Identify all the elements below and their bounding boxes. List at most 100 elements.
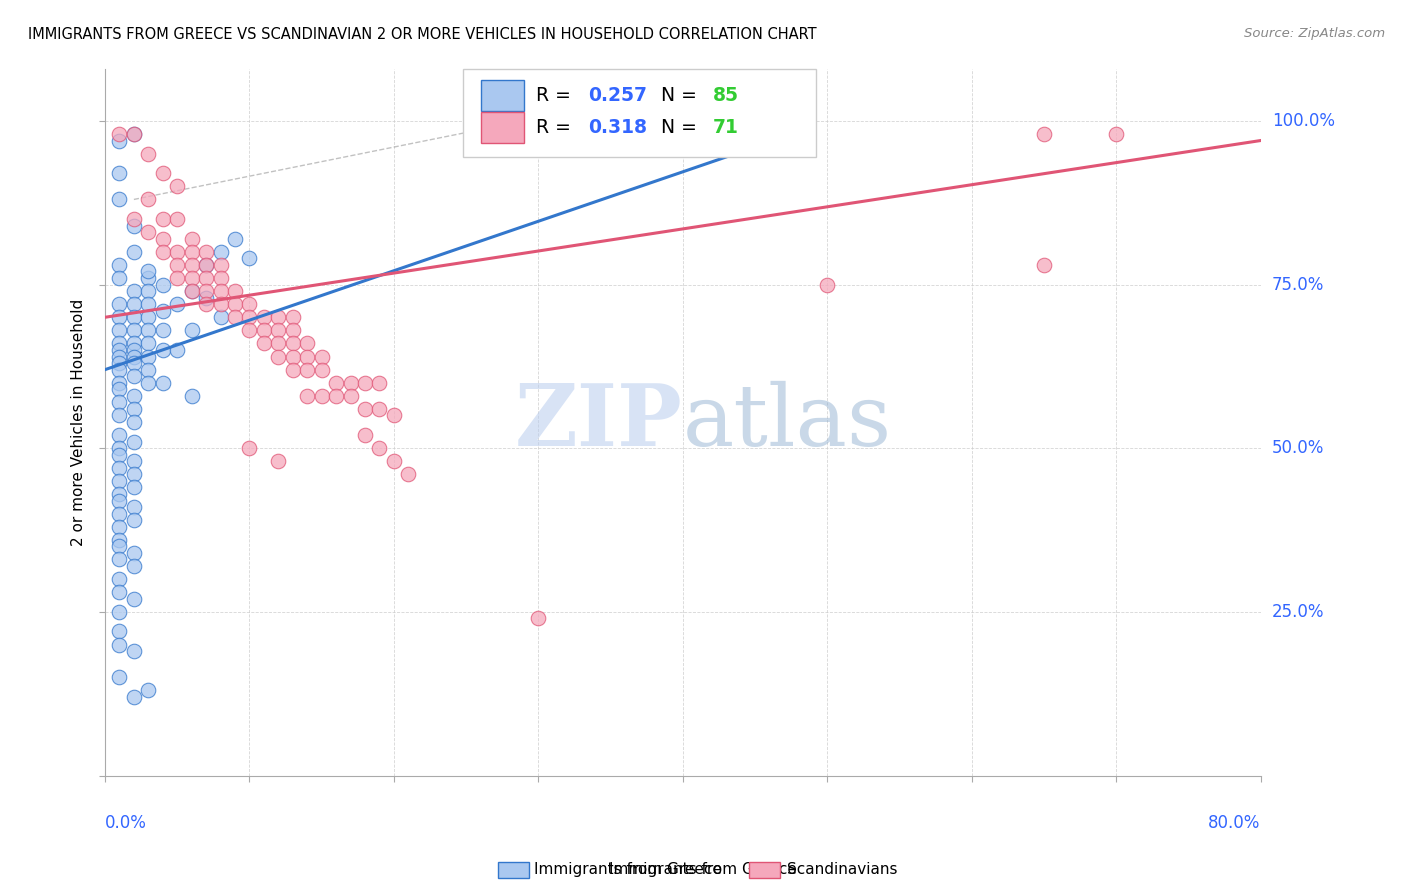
Point <box>527 611 550 625</box>
Point <box>224 232 246 246</box>
Y-axis label: 2 or more Vehicles in Household: 2 or more Vehicles in Household <box>72 299 86 546</box>
Point <box>180 284 202 298</box>
Point <box>166 271 188 285</box>
Text: 80.0%: 80.0% <box>1208 814 1261 832</box>
Point <box>152 166 174 180</box>
Point <box>195 297 218 311</box>
Point <box>1033 258 1056 272</box>
Point <box>253 310 276 325</box>
Point <box>122 244 145 259</box>
Point <box>180 271 202 285</box>
Point <box>339 376 361 390</box>
Point <box>122 389 145 403</box>
Point <box>122 356 145 370</box>
Point <box>122 546 145 560</box>
Text: 0.257: 0.257 <box>588 86 647 105</box>
Point <box>354 376 377 390</box>
Point <box>368 441 391 455</box>
Point <box>108 297 131 311</box>
Text: 0.0%: 0.0% <box>105 814 146 832</box>
FancyBboxPatch shape <box>481 79 524 111</box>
Point <box>108 343 131 357</box>
Point <box>122 690 145 704</box>
Point <box>195 244 218 259</box>
Point <box>108 336 131 351</box>
Point <box>108 585 131 599</box>
Point <box>122 500 145 515</box>
Point <box>108 166 131 180</box>
Text: 71: 71 <box>713 118 738 136</box>
Point <box>238 310 260 325</box>
Point <box>122 343 145 357</box>
Point <box>180 323 202 337</box>
Point <box>209 258 232 272</box>
Point <box>195 271 218 285</box>
Point <box>224 284 246 298</box>
Point <box>281 310 304 325</box>
Point <box>108 382 131 396</box>
Point <box>108 460 131 475</box>
Point <box>108 409 131 423</box>
Point <box>136 376 159 390</box>
Text: 75.0%: 75.0% <box>1272 276 1324 293</box>
Point <box>209 271 232 285</box>
Point <box>108 134 131 148</box>
Point <box>253 323 276 337</box>
Point <box>281 336 304 351</box>
Point <box>382 454 405 468</box>
Point <box>122 336 145 351</box>
Point <box>108 493 131 508</box>
Point <box>311 389 333 403</box>
Text: 25.0%: 25.0% <box>1272 603 1324 621</box>
Point <box>368 376 391 390</box>
FancyBboxPatch shape <box>463 69 815 157</box>
Point <box>136 146 159 161</box>
Point <box>136 225 159 239</box>
Point <box>815 277 838 292</box>
Point <box>108 507 131 521</box>
Point <box>209 244 232 259</box>
Point <box>108 474 131 488</box>
Point <box>108 487 131 501</box>
Point <box>180 244 202 259</box>
Point <box>108 448 131 462</box>
Point <box>108 127 131 141</box>
Point <box>267 350 290 364</box>
Point <box>195 291 218 305</box>
Text: 50.0%: 50.0% <box>1272 439 1324 458</box>
Point <box>136 193 159 207</box>
Point <box>238 297 260 311</box>
Point <box>136 297 159 311</box>
Point <box>1033 127 1056 141</box>
Point <box>108 356 131 370</box>
Point <box>122 127 145 141</box>
Text: R =: R = <box>536 118 576 136</box>
Point <box>122 350 145 364</box>
Point <box>281 350 304 364</box>
Point <box>122 297 145 311</box>
Point <box>108 670 131 684</box>
Point <box>152 212 174 227</box>
Point <box>166 258 188 272</box>
Point <box>166 212 188 227</box>
Point <box>325 389 347 403</box>
Point <box>108 362 131 376</box>
Point <box>166 343 188 357</box>
Point <box>122 401 145 416</box>
Point <box>108 605 131 619</box>
Point <box>122 591 145 606</box>
Point <box>122 127 145 141</box>
Point <box>108 376 131 390</box>
Point <box>108 520 131 534</box>
Point <box>108 350 131 364</box>
Point <box>281 323 304 337</box>
Point <box>195 258 218 272</box>
Text: IMMIGRANTS FROM GREECE VS SCANDINAVIAN 2 OR MORE VEHICLES IN HOUSEHOLD CORRELATI: IMMIGRANTS FROM GREECE VS SCANDINAVIAN 2… <box>28 27 817 42</box>
Point <box>224 297 246 311</box>
Point <box>122 369 145 384</box>
Point <box>136 310 159 325</box>
Point <box>224 310 246 325</box>
Point <box>136 271 159 285</box>
Point <box>108 638 131 652</box>
Point <box>122 467 145 482</box>
